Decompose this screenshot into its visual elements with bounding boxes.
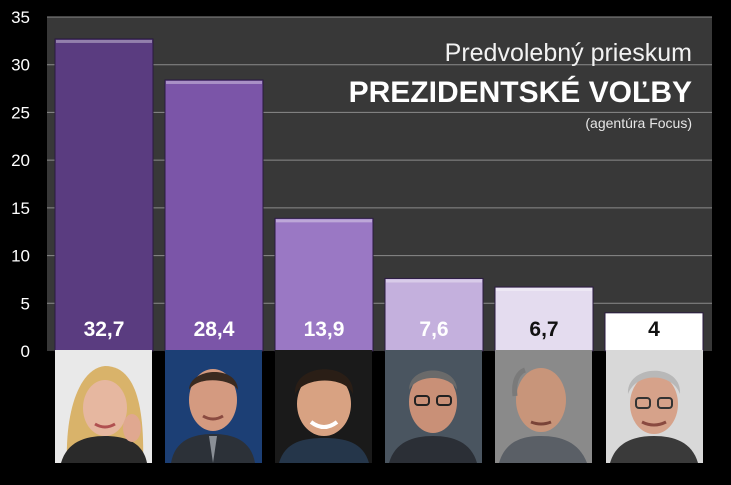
y-tick-label: 15	[11, 199, 30, 218]
y-axis: 0 5 10 15 20 25 30 35	[11, 8, 30, 361]
man-glasses-portrait-icon	[606, 350, 703, 463]
bar	[274, 217, 374, 352]
plot-area	[47, 17, 712, 351]
man-portrait-icon	[275, 350, 372, 463]
chart-subtitle: PREZIDENTSKÉ VOĽBY	[349, 75, 692, 109]
y-tick-label: 10	[11, 247, 30, 266]
y-tick-label: 35	[11, 8, 30, 27]
bar-highlight	[386, 279, 482, 283]
bar	[384, 277, 484, 352]
gridlines	[47, 16, 712, 304]
bar-value-label: 28,4	[194, 318, 235, 341]
bar-highlight	[496, 288, 592, 292]
y-tick-label: 5	[21, 294, 30, 313]
bars: 32,7 28,4 13,9 7,6 6,7 4	[54, 38, 704, 352]
bar-highlight	[276, 219, 372, 223]
candidate-photo-5	[495, 350, 592, 463]
bar-highlight	[606, 313, 702, 317]
bar-value-label: 7,6	[419, 318, 448, 341]
bar	[54, 38, 154, 352]
man-portrait-icon	[165, 350, 262, 463]
bar	[494, 286, 594, 352]
bar	[164, 79, 264, 352]
candidate-photo-4	[385, 350, 482, 463]
y-tick-label: 0	[21, 342, 30, 361]
y-tick-label: 25	[11, 103, 30, 122]
bar-value-label: 13,9	[304, 318, 345, 341]
candidate-photo-1	[55, 350, 152, 463]
y-tick-label: 20	[11, 151, 30, 170]
bar-value-label: 32,7	[84, 318, 125, 341]
bar-value-label: 6,7	[529, 318, 558, 341]
man-bald-portrait-icon	[495, 350, 592, 463]
bar-highlight	[56, 39, 152, 43]
bar	[604, 312, 704, 352]
chart-source: (agentúra Focus)	[585, 115, 692, 131]
candidate-photo-2	[165, 350, 262, 463]
bar-highlight	[166, 80, 262, 84]
candidate-photo-6	[606, 350, 703, 463]
y-tick-label: 30	[11, 56, 30, 75]
woman-portrait-icon	[55, 350, 152, 463]
candidate-photo-3	[275, 350, 372, 463]
bar-value-label: 4	[648, 318, 660, 341]
man-glasses-portrait-icon	[385, 350, 482, 463]
chart-title: Predvolebný prieskum	[445, 39, 692, 67]
